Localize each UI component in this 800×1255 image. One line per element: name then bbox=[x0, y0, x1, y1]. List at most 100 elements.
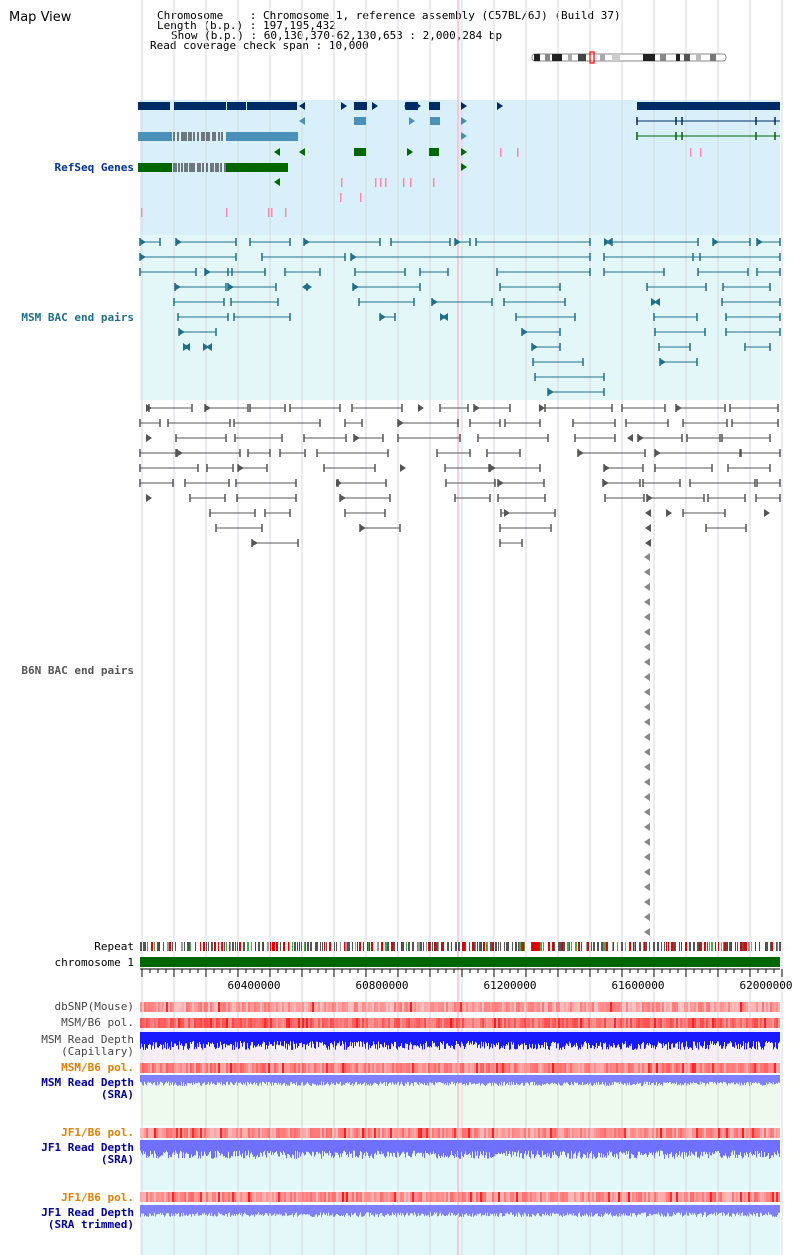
repeat-element bbox=[226, 942, 227, 951]
heat-cell bbox=[282, 1063, 284, 1073]
depth-bar bbox=[374, 1032, 375, 1045]
depth-bar bbox=[762, 1032, 763, 1048]
depth-bar bbox=[693, 1075, 694, 1082]
strand-arrow bbox=[252, 539, 258, 547]
depth-bar bbox=[334, 1140, 335, 1157]
depth-bar bbox=[633, 1075, 634, 1085]
depth-bar bbox=[469, 1032, 470, 1045]
heat-cell bbox=[644, 1018, 646, 1028]
heat-cell bbox=[164, 1018, 166, 1028]
depth-bar bbox=[689, 1075, 690, 1085]
heat-cell bbox=[382, 1018, 384, 1028]
depth-bar bbox=[412, 1205, 413, 1214]
depth-bar bbox=[698, 1032, 699, 1050]
depth-bar bbox=[615, 1205, 616, 1216]
repeat-track bbox=[140, 942, 781, 951]
depth-bar bbox=[453, 1140, 454, 1156]
depth-bar bbox=[200, 1205, 201, 1215]
heat-cell bbox=[392, 1018, 394, 1028]
depth-bar bbox=[252, 1205, 253, 1216]
depth-bar bbox=[576, 1032, 577, 1043]
heat-cell bbox=[696, 1018, 698, 1028]
heat-cell bbox=[774, 1192, 776, 1202]
depth-bar bbox=[195, 1140, 196, 1156]
repeat-element bbox=[674, 942, 676, 951]
depth-bar bbox=[706, 1032, 707, 1049]
depth-bar bbox=[650, 1140, 651, 1154]
heat-cell bbox=[204, 1192, 206, 1202]
depth-bar bbox=[398, 1205, 399, 1214]
chromosome-ideogram[interactable] bbox=[531, 51, 727, 64]
heat-cell bbox=[544, 1018, 546, 1028]
depth-bar bbox=[289, 1032, 290, 1046]
depth-bar bbox=[149, 1032, 150, 1044]
depth-bar bbox=[141, 1032, 142, 1044]
heat-cell bbox=[676, 1018, 678, 1028]
msm-bac-track[interactable] bbox=[139, 238, 781, 396]
heat-cell bbox=[678, 1128, 680, 1138]
heat-cell bbox=[656, 1063, 658, 1073]
refseq-track[interactable] bbox=[138, 102, 780, 217]
depth-bar bbox=[368, 1205, 369, 1213]
heat-cell bbox=[214, 1002, 216, 1012]
strand-arrow bbox=[644, 928, 650, 936]
heat-cell bbox=[248, 1018, 250, 1028]
depth-bar bbox=[711, 1140, 712, 1156]
heat-cell bbox=[186, 1128, 188, 1138]
depth-bar bbox=[253, 1032, 254, 1048]
heat-cell bbox=[174, 1192, 176, 1202]
heat-cell bbox=[712, 1018, 714, 1028]
heat-cell bbox=[754, 1018, 756, 1028]
heat-cell bbox=[526, 1002, 528, 1012]
heat-cell bbox=[352, 1002, 354, 1012]
depth-bar bbox=[369, 1075, 370, 1086]
heat-cell bbox=[588, 1018, 590, 1028]
depth-bar bbox=[701, 1075, 702, 1085]
heat-cell bbox=[610, 1063, 612, 1073]
depth-bar bbox=[615, 1140, 616, 1158]
depth-bar bbox=[496, 1205, 497, 1214]
depth-bar bbox=[221, 1140, 222, 1154]
depth-bar bbox=[176, 1075, 177, 1085]
depth-bar bbox=[677, 1140, 678, 1157]
strand-arrow bbox=[644, 583, 650, 591]
depth-bar bbox=[716, 1075, 717, 1085]
depth-bar bbox=[554, 1205, 555, 1214]
heat-cell bbox=[724, 1192, 726, 1202]
depth-bar bbox=[410, 1205, 411, 1214]
heat-cell bbox=[492, 1128, 494, 1138]
depth-bar bbox=[216, 1032, 217, 1049]
depth-bar bbox=[599, 1140, 600, 1154]
heat-cell bbox=[420, 1002, 422, 1012]
heat-cell bbox=[760, 1002, 762, 1012]
depth-bar bbox=[606, 1205, 607, 1214]
heat-cell bbox=[170, 1128, 172, 1138]
depth-bar bbox=[310, 1205, 311, 1216]
b6n-bac-track[interactable] bbox=[139, 404, 781, 936]
heat-cell bbox=[508, 1018, 510, 1028]
depth-bar bbox=[252, 1140, 253, 1155]
heat-cell bbox=[344, 1192, 346, 1202]
depth-bar bbox=[433, 1205, 434, 1215]
heat-cell bbox=[394, 1128, 396, 1138]
repeat-element bbox=[761, 942, 763, 951]
depth-bar bbox=[186, 1205, 187, 1215]
heat-cell bbox=[448, 1002, 450, 1012]
depth-bar bbox=[294, 1205, 295, 1215]
depth-bar bbox=[176, 1032, 177, 1046]
heat-cell bbox=[512, 1002, 514, 1012]
depth-bar bbox=[496, 1032, 497, 1044]
depth-bar bbox=[321, 1032, 322, 1044]
depth-bar bbox=[358, 1075, 359, 1084]
repeat-element bbox=[159, 942, 160, 951]
depth-bar bbox=[701, 1032, 702, 1047]
depth-bar bbox=[217, 1032, 218, 1043]
depth-bar bbox=[486, 1205, 487, 1216]
heat-cell bbox=[530, 1018, 532, 1028]
heat-cell bbox=[404, 1192, 406, 1202]
depth-bar bbox=[740, 1075, 741, 1086]
depth-bar bbox=[242, 1140, 243, 1154]
heat-cell bbox=[428, 1002, 430, 1012]
heat-cell bbox=[168, 1192, 170, 1202]
